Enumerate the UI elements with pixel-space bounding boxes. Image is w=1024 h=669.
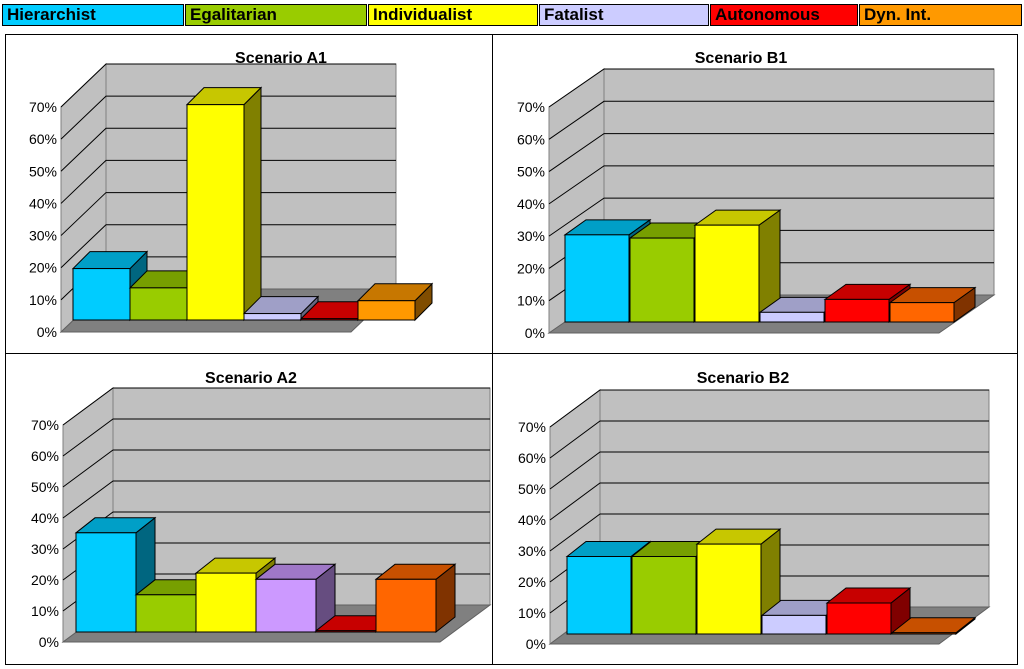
y-tick-label: 60% xyxy=(517,131,545,147)
y-tick-label: 70% xyxy=(29,99,57,115)
gridline xyxy=(60,95,396,140)
legend: Hierarchist Egalitarian Individualist Fa… xyxy=(0,0,1024,30)
bar-egalitarian xyxy=(630,540,717,636)
y-tick-label: 30% xyxy=(29,228,57,244)
y-tick-label: 70% xyxy=(517,99,545,115)
chart-title: Scenario A1 xyxy=(235,50,327,67)
y-tick-label: 60% xyxy=(518,450,546,466)
gridline xyxy=(549,420,989,459)
y-tick-label: 10% xyxy=(518,605,546,621)
bar-dyn-int xyxy=(356,282,434,322)
y-tick-label: 40% xyxy=(517,196,545,212)
legend-item-individualist: Individualist xyxy=(368,4,538,26)
y-tick-label: 10% xyxy=(31,603,59,619)
y-tick-label: 10% xyxy=(29,292,57,308)
gridline xyxy=(62,418,490,457)
y-tick-label: 40% xyxy=(31,510,59,526)
gridline xyxy=(549,451,989,490)
y-tick-label: 20% xyxy=(518,574,546,590)
bar-fatalist xyxy=(242,295,320,322)
y-tick-label: 60% xyxy=(31,448,59,464)
gridline xyxy=(62,387,490,426)
bar-individualist xyxy=(185,86,263,322)
y-tick-label: 10% xyxy=(517,293,545,309)
bar-fatalist xyxy=(254,563,337,634)
gridline xyxy=(548,197,994,237)
bar-autonomous xyxy=(825,586,912,636)
chart-scenario-a1: Scenario A1 0% 10% 20% 30% 40% 50% 60% 70% xyxy=(29,50,434,340)
chart-title: Scenario B2 xyxy=(697,370,790,387)
legend-item-autonomous: Autonomous xyxy=(710,4,858,26)
gridline xyxy=(548,165,994,205)
bar-hierarchist xyxy=(71,250,149,322)
y-tick-label: 40% xyxy=(518,512,546,528)
gridline xyxy=(62,449,490,488)
y-tick-label: 20% xyxy=(517,260,545,276)
y-tick-label: 50% xyxy=(29,163,57,179)
y-tick-label: 20% xyxy=(29,260,57,276)
bar-dyn-int xyxy=(888,286,977,323)
y-tick-label: 50% xyxy=(518,481,546,497)
chart-panel-scenario-b1: Scenario B1 0% 10% 20% 30% 40% 50% 60% 70% xyxy=(492,34,1018,354)
y-tick-label: 40% xyxy=(29,195,57,211)
chart-title: Scenario A2 xyxy=(205,370,297,387)
gridline xyxy=(60,192,396,236)
bar-dyn-int xyxy=(374,563,457,634)
gridline xyxy=(549,482,989,521)
chart-scenario-b1: Scenario B1 0% 10% 20% 30% 40% 50% 60% 70% xyxy=(517,50,996,341)
y-tick-label: 30% xyxy=(518,543,546,559)
legend-item-egalitarian: Egalitarian xyxy=(185,4,367,26)
y-tick-label: 70% xyxy=(518,419,546,435)
y-tick-label: 70% xyxy=(31,417,59,433)
gridline xyxy=(60,127,396,172)
bar-dyn-int xyxy=(890,616,977,636)
gridline xyxy=(60,63,396,108)
legend-item-dyn-int: Dyn. Int. xyxy=(859,4,1022,26)
gridline xyxy=(549,389,989,428)
y-tick-label: 0% xyxy=(525,325,545,341)
chart-scenario-a2: Scenario A2 0% 10% 20% 30% 40% 50% 60% 70% xyxy=(31,370,492,650)
chart-scenario-b2: Scenario B2 0% 10% 20% 30% 40% 50% 60% 70% xyxy=(518,370,991,652)
chart-panel-scenario-a1: Scenario A1 0% 10% 20% 30% 40% 50% 60% 70% xyxy=(5,34,493,354)
y-tick-label: 0% xyxy=(39,634,59,650)
gridline xyxy=(549,513,989,552)
y-tick-label: 50% xyxy=(517,164,545,180)
y-tick-label: 0% xyxy=(526,636,546,652)
gridline xyxy=(60,224,396,269)
gridline xyxy=(60,159,396,204)
bar-autonomous xyxy=(823,283,912,323)
y-tick-label: 30% xyxy=(517,228,545,244)
y-tick-label: 30% xyxy=(31,541,59,557)
y-tick-label: 0% xyxy=(37,324,57,340)
legend-item-hierarchist: Hierarchist xyxy=(2,4,184,26)
legend-item-fatalist: Fatalist xyxy=(539,4,709,26)
y-tick-label: 60% xyxy=(29,131,57,147)
gridline xyxy=(548,100,994,140)
gridline xyxy=(548,133,994,172)
bar-individualist xyxy=(693,209,782,323)
gridline xyxy=(62,480,490,519)
y-tick-label: 50% xyxy=(31,479,59,495)
gridline xyxy=(548,68,994,108)
bar-individualist xyxy=(695,528,782,636)
chart-title: Scenario B1 xyxy=(695,50,788,67)
y-tick-label: 20% xyxy=(31,572,59,588)
chart-panel-scenario-a2: Scenario A2 0% 10% 20% 30% 40% 50% 60% 70% xyxy=(5,353,493,665)
chart-panel-scenario-b2: Scenario B2 0% 10% 20% 30% 40% 50% 60% 70% xyxy=(492,353,1018,665)
